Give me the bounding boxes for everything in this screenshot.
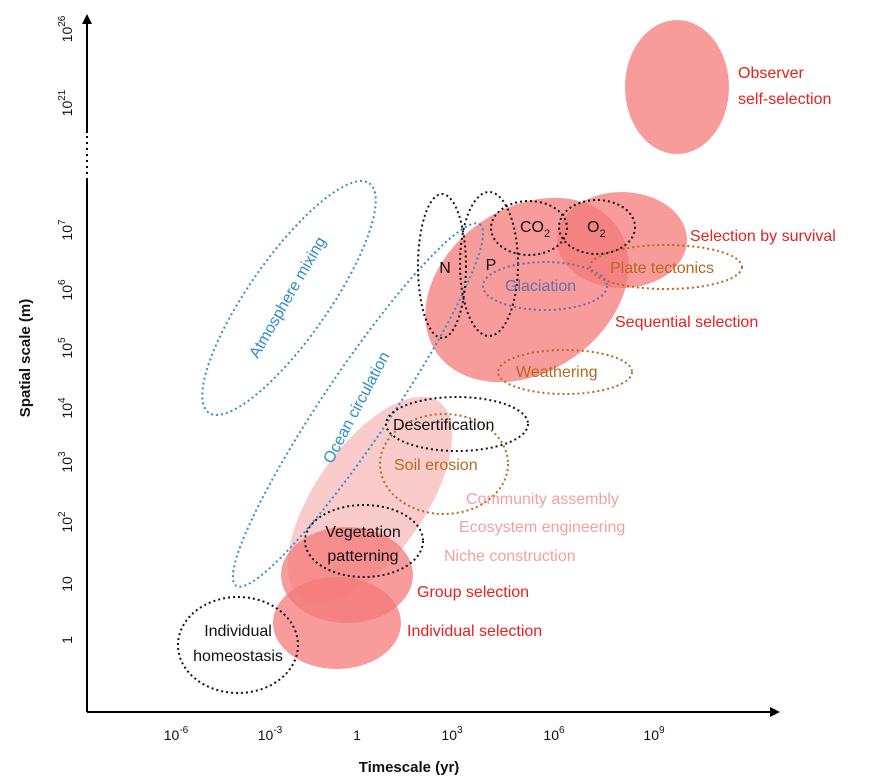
glaciation-outline [482, 261, 608, 311]
observer-self-selection-region [625, 20, 729, 154]
plate-tectonics-label: Plate tectonics [610, 260, 714, 277]
y-tick-label: 10 [59, 576, 75, 592]
survival-label: Selection by survival [690, 228, 836, 245]
y-axis-label: Spatial scale (m) [17, 299, 34, 417]
vegetation-label-line1: Vegetation [325, 524, 401, 541]
survival-selection-region [557, 192, 687, 288]
x-tick-label: 106 [543, 725, 565, 743]
weathering-label: Weathering [516, 364, 598, 381]
p-label: P [486, 257, 497, 274]
vegetation-label-line2: patterning [327, 548, 398, 565]
dotted-regions [177, 180, 743, 694]
o2-label: O2 [587, 219, 606, 240]
x-tick-label: 1 [353, 727, 361, 743]
atmosphere-mixing-label: Atmosphere mixing [247, 234, 330, 361]
atmosphere-mixing-outline [201, 180, 377, 416]
n-label: N [439, 260, 451, 277]
observer-label-line2: self-selection [738, 91, 831, 108]
homeostasis-label-line1: Individual [204, 623, 272, 640]
y-tick-label: 1021 [57, 89, 75, 116]
y-tick-label: 103 [57, 451, 75, 473]
individual-homeostasis-outline [177, 596, 299, 694]
co2-label: CO2 [520, 219, 550, 240]
y-tick-label: 105 [57, 337, 75, 359]
plate-tectonics-outline [589, 244, 743, 290]
individual-selection-region [273, 577, 401, 669]
soil-erosion-outline [379, 413, 509, 515]
y-tick-labels: 1 10 102 103 104 105 106 107 1021 1026 [57, 15, 75, 644]
niche-construction-label: Niche construction [444, 548, 576, 565]
vegetation-patterning-outline [304, 504, 424, 578]
x-tick-label: 10-6 [164, 725, 189, 743]
n-cycle-outline [417, 193, 467, 339]
y-tick-label: 104 [57, 397, 75, 419]
homeostasis-label-line2: homeostasis [193, 648, 283, 665]
soil-erosion-label: Soil erosion [394, 457, 478, 474]
y-tick-label: 106 [57, 279, 75, 301]
sequential-label: Sequential selection [615, 314, 758, 331]
niche-labels: Community assembly Ecosystem engineering… [444, 491, 625, 565]
co2-outline [490, 200, 568, 256]
individual-label: Individual selection [407, 623, 542, 640]
y-tick-label: 1026 [57, 15, 75, 42]
x-tick-label: 103 [441, 725, 463, 743]
observer-label-line1: Observer [738, 65, 804, 82]
y-tick-label: 107 [57, 219, 75, 241]
desertification-outline [385, 396, 529, 452]
weathering-outline [497, 349, 633, 395]
axes: Timescale (yr) Spatial scale (m) [17, 14, 780, 776]
ecosystem-engineering-label: Ecosystem engineering [459, 519, 625, 536]
glaciation-label: Glaciation [505, 278, 576, 295]
x-tick-label: 109 [643, 725, 665, 743]
x-tick-labels: 10-6 10-3 1 103 106 109 [164, 725, 665, 743]
desertification-label: Desertification [393, 417, 494, 434]
selection-labels: Observer self-selection Selection by sur… [407, 65, 836, 640]
x-tick-label: 10-3 [258, 725, 283, 743]
group-label: Group selection [417, 584, 529, 601]
y-tick-label: 102 [57, 511, 75, 533]
filled-regions [273, 20, 729, 669]
x-axis-label: Timescale (yr) [359, 759, 460, 776]
community-assembly-label: Community assembly [466, 491, 619, 508]
o2-outline [558, 199, 636, 255]
y-tick-label: 1 [59, 636, 75, 644]
